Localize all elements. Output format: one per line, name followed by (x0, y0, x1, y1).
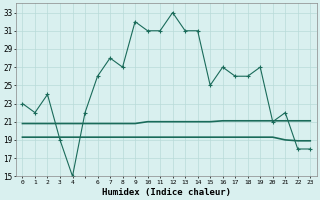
X-axis label: Humidex (Indice chaleur): Humidex (Indice chaleur) (102, 188, 231, 197)
